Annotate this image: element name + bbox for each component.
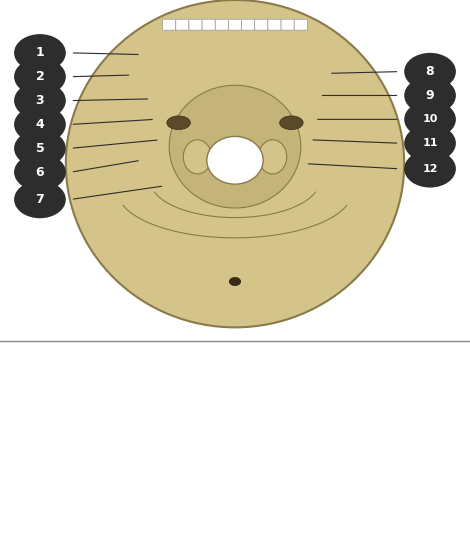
Text: 11: 11	[423, 138, 438, 148]
FancyBboxPatch shape	[242, 19, 255, 30]
Ellipse shape	[183, 140, 212, 174]
Circle shape	[14, 153, 66, 191]
Circle shape	[14, 82, 66, 119]
Text: 5: 5	[36, 142, 44, 155]
Circle shape	[229, 277, 241, 285]
Text: 9: 9	[426, 89, 434, 102]
FancyBboxPatch shape	[189, 19, 202, 30]
FancyBboxPatch shape	[176, 19, 189, 30]
FancyBboxPatch shape	[228, 19, 242, 30]
Circle shape	[404, 76, 456, 114]
Circle shape	[14, 106, 66, 143]
Circle shape	[14, 181, 66, 218]
Circle shape	[404, 124, 456, 162]
Text: 4: 4	[36, 118, 44, 131]
Circle shape	[14, 34, 66, 72]
FancyBboxPatch shape	[281, 19, 294, 30]
Circle shape	[404, 101, 456, 138]
FancyBboxPatch shape	[294, 19, 307, 30]
Ellipse shape	[169, 85, 301, 208]
Ellipse shape	[167, 116, 190, 130]
Text: 3: 3	[36, 94, 44, 107]
FancyBboxPatch shape	[215, 19, 228, 30]
FancyBboxPatch shape	[255, 19, 268, 30]
Circle shape	[14, 58, 66, 96]
Circle shape	[404, 53, 456, 90]
Ellipse shape	[66, 0, 404, 327]
Text: 2: 2	[36, 70, 44, 83]
Text: 8. Jugular foramen
9. Lateral part
10. Condylar canal
11. Squamous part
12. Exte: 8. Jugular foramen 9. Lateral part 10. C…	[244, 358, 369, 466]
Text: 10: 10	[423, 114, 438, 124]
FancyBboxPatch shape	[268, 19, 281, 30]
Circle shape	[14, 130, 66, 167]
Ellipse shape	[280, 116, 303, 130]
Text: 1. Basilar part
2. Foramen lacerum
3. Occipital condyle
4. Foramen magnum
5. Inf: 1. Basilar part 2. Foramen lacerum 3. Oc…	[19, 358, 152, 504]
FancyBboxPatch shape	[202, 19, 215, 30]
Text: 1: 1	[36, 46, 44, 59]
Circle shape	[404, 150, 456, 188]
Ellipse shape	[207, 136, 263, 184]
Text: 12: 12	[423, 164, 438, 174]
Text: 8: 8	[426, 65, 434, 78]
Text: 6: 6	[36, 166, 44, 179]
FancyBboxPatch shape	[163, 19, 176, 30]
Text: 7: 7	[36, 193, 44, 206]
Ellipse shape	[258, 140, 287, 174]
